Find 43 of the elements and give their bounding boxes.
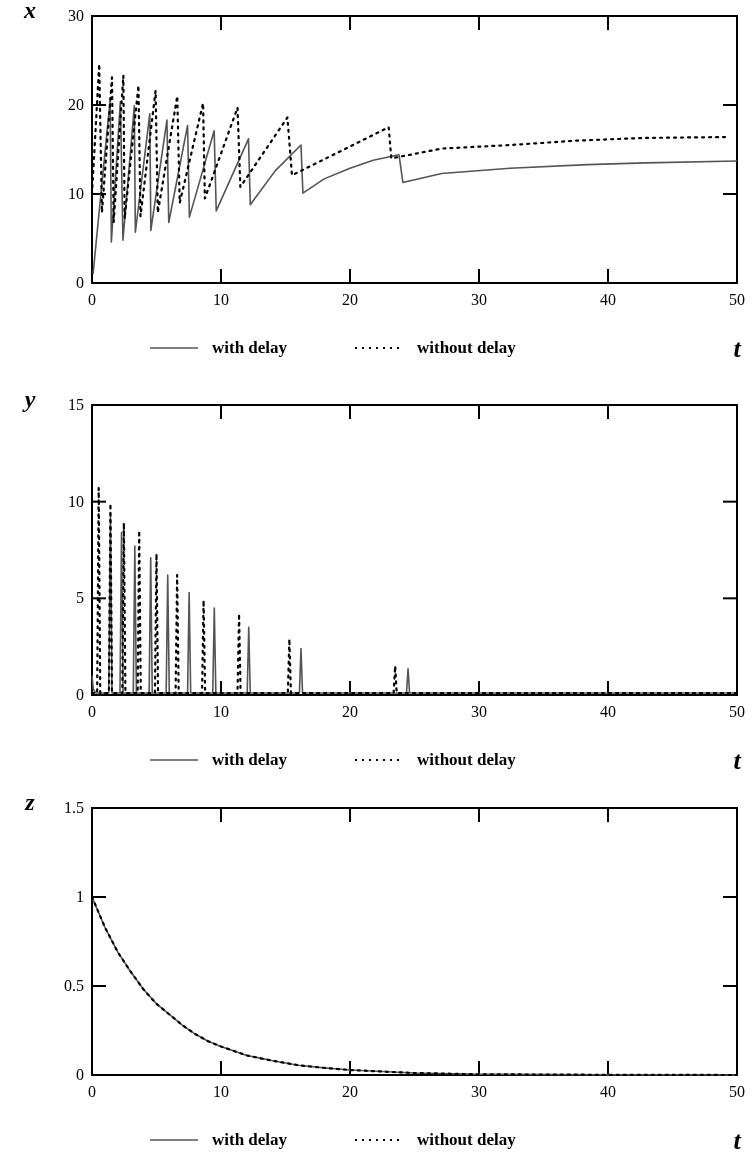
y-axis-title: y: [21, 386, 36, 412]
x-tick-label: 20: [342, 1083, 358, 1100]
y-tick-label: 0: [76, 686, 84, 703]
y-tick-label: 20: [68, 96, 84, 113]
x-tick-label: 20: [342, 703, 358, 720]
x-tick-label: 10: [213, 703, 229, 720]
x-tick-label: 40: [600, 291, 616, 308]
x-tick-label: 20: [342, 291, 358, 308]
x-axis-title: t: [733, 1126, 742, 1155]
x-tick-label: 50: [729, 703, 745, 720]
y-tick-label: 0.5: [64, 977, 84, 994]
legend-label: with delay: [212, 338, 288, 357]
y-tick-label: 1: [76, 888, 84, 905]
y-axis-title: z: [24, 789, 36, 815]
x-tick-label: 30: [471, 291, 487, 308]
y-tick-label: 1.5: [64, 799, 84, 816]
legend-label: without delay: [417, 750, 517, 769]
y-tick-label: 10: [68, 492, 84, 510]
line-series: [92, 98, 738, 275]
y-tick-label: 15: [68, 396, 84, 413]
y-tick-label: 0: [76, 1066, 84, 1083]
x-tick-label: 40: [600, 1083, 616, 1100]
legend-label: without delay: [417, 1130, 517, 1149]
x-tick-label: 40: [600, 703, 616, 720]
y-tick-label: 10: [68, 185, 84, 202]
y-axis-title: x: [23, 0, 36, 23]
x-tick-label: 50: [729, 1083, 745, 1100]
legend-label: without delay: [417, 338, 517, 357]
x-tick-label: 30: [471, 703, 487, 720]
legend-label: with delay: [212, 1130, 288, 1149]
x-tick-label: 30: [471, 1083, 487, 1100]
y-tick-label: 0: [76, 274, 84, 291]
y-tick-label: 30: [68, 7, 84, 24]
x-axis-title: t: [733, 334, 742, 363]
legend-label: with delay: [212, 750, 288, 769]
x-tick-label: 50: [729, 291, 745, 308]
y-tick-label: 5: [76, 589, 84, 607]
x-axis-title: t: [733, 746, 742, 775]
x-tick-label: 0: [88, 1083, 96, 1100]
x-tick-label: 10: [213, 1083, 229, 1100]
x-tick-label: 0: [88, 703, 96, 720]
x-tick-label: 0: [88, 291, 96, 308]
x-tick-label: 10: [213, 291, 229, 308]
